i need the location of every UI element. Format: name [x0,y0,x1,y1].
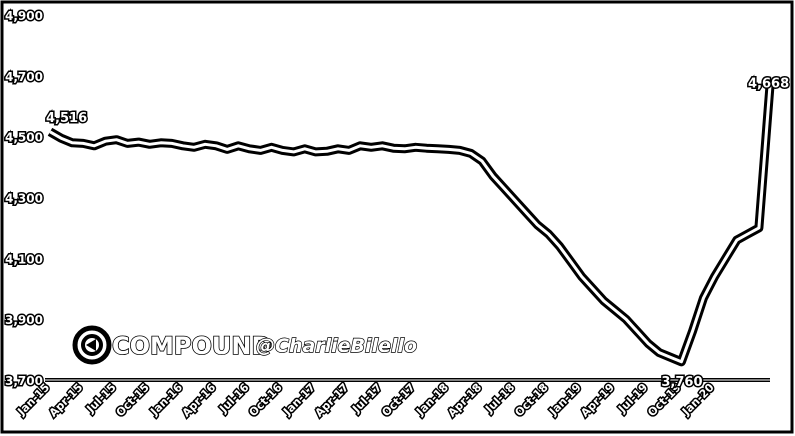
x-tick-label: Jan-19 [546,381,584,419]
x-axis: Jan-15Apr-15Jul-15Oct-15Jan-16Apr-16Jul-… [13,378,770,421]
y-tick-label: 4,900 [5,9,43,23]
series-layer [47,85,775,367]
compound-logo-icon [72,325,112,365]
watermark-handle: @CharlieBilello [256,335,417,357]
data-labels: 4,516 3,760 4,668 [45,75,791,391]
data-label: 4,516 [46,111,87,126]
series-line-outline [47,85,775,367]
x-tick-label: Oct-16 [247,381,285,419]
series-line [49,85,772,364]
data-label: 4,668 [748,77,789,92]
y-tick-label: 4,100 [5,252,43,266]
watermark-brand: COMPOUND [112,332,271,360]
x-tick-label: Oct-18 [512,381,550,419]
y-tick-label: 4,300 [5,192,43,206]
x-tick-label: Apr-16 [180,381,219,420]
x-tick-label: Oct-15 [114,381,152,419]
x-tick-label: Jan-17 [280,381,318,419]
y-tick-label: 4,500 [5,131,43,145]
x-tick-label: Jan-16 [147,381,185,419]
x-tick-label: Apr-15 [47,381,86,420]
x-tick-label: Oct-17 [379,381,417,419]
y-tick-label: 4,700 [5,70,43,84]
y-tick-label: 3,700 [5,374,43,388]
x-tick-label: Jan-18 [413,381,451,419]
x-tick-label: Apr-19 [578,381,617,420]
watermark: COMPOUND @CharlieBilello [72,325,418,365]
x-tick-label: Apr-18 [445,381,484,420]
data-label: 3,760 [661,375,702,390]
y-tick-label: 3,900 [5,313,43,327]
x-tick-label: Apr-17 [313,381,352,420]
